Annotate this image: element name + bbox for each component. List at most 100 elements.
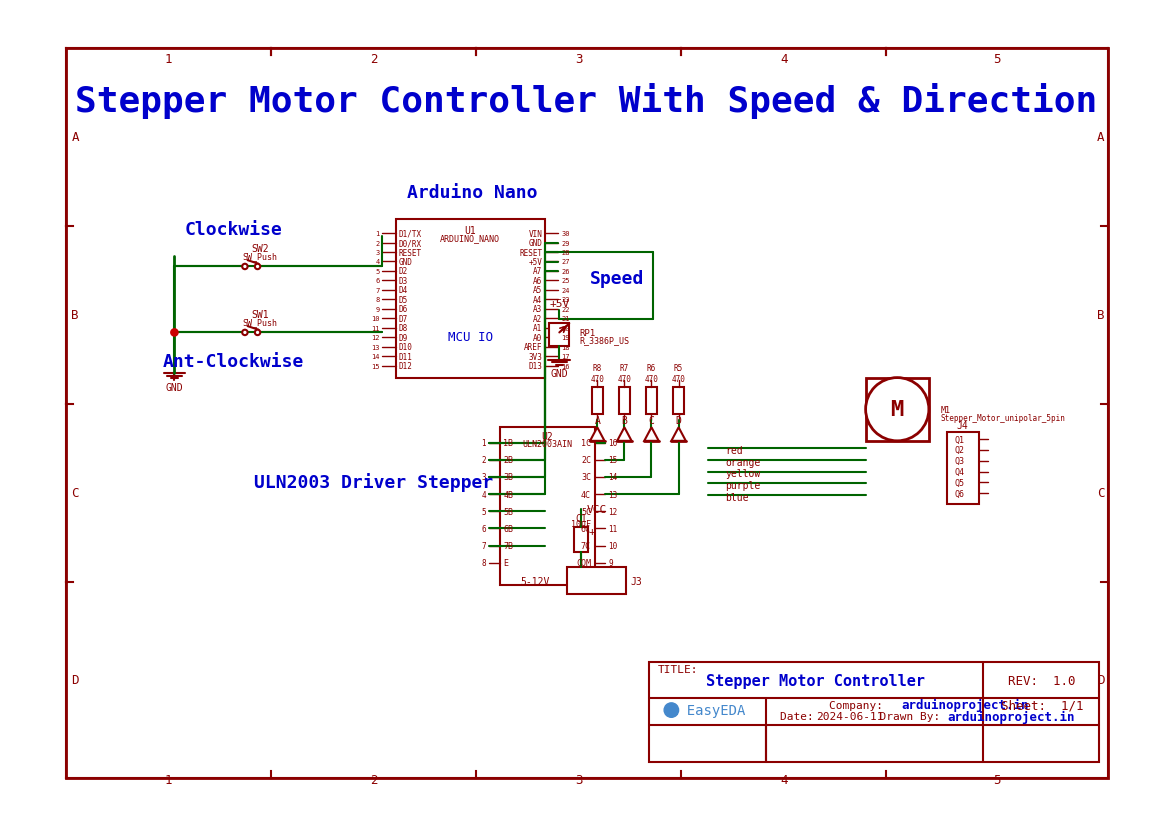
Text: Q3: Q3 [954, 457, 964, 466]
Text: D6: D6 [399, 305, 408, 314]
Text: RESET: RESET [518, 248, 542, 257]
Text: 16: 16 [561, 363, 570, 370]
Text: 28: 28 [561, 250, 570, 256]
Text: A1: A1 [533, 324, 542, 333]
Text: 5: 5 [482, 507, 486, 516]
Circle shape [242, 265, 248, 270]
Text: 2C: 2C [581, 456, 591, 465]
Text: VCC: VCC [588, 504, 608, 514]
Text: 9: 9 [375, 307, 380, 313]
Text: 2: 2 [369, 53, 378, 66]
Text: SW_Push: SW_Push [243, 251, 278, 261]
Text: A3: A3 [533, 305, 542, 314]
Text: R_3386P_US: R_3386P_US [579, 336, 629, 345]
Bar [649, 662, 1099, 762]
Text: R7
470: R7 470 [617, 364, 631, 383]
Polygon shape [617, 428, 631, 442]
Text: 6: 6 [482, 524, 486, 533]
Text: 4: 4 [780, 773, 787, 786]
Text: arduinoproject.in: arduinoproject.in [902, 698, 1029, 711]
Text: 24: 24 [561, 288, 570, 294]
Text: D13: D13 [528, 362, 542, 370]
Text: A: A [595, 415, 601, 426]
Text: Speed: Speed [590, 270, 644, 288]
Text: COM: COM [576, 558, 591, 567]
Text: orange: orange [726, 457, 761, 467]
Text: Q6: Q6 [954, 489, 964, 498]
Text: R6
470: R6 470 [644, 364, 658, 383]
Text: E: E [503, 558, 508, 567]
Text: 4: 4 [482, 490, 486, 499]
Bar [646, 387, 657, 414]
Text: +5V: +5V [549, 299, 569, 308]
Bar [574, 527, 588, 552]
Text: D11: D11 [399, 352, 413, 361]
Text: 25: 25 [561, 278, 570, 284]
Text: 1: 1 [165, 53, 172, 66]
Text: D3: D3 [399, 276, 408, 285]
Text: C: C [649, 415, 655, 426]
Text: REV:  1.0: REV: 1.0 [1008, 674, 1076, 687]
Circle shape [664, 703, 679, 718]
Text: GND: GND [528, 239, 542, 248]
Text: 2024-06-11: 2024-06-11 [816, 711, 883, 721]
Text: 5: 5 [994, 53, 1001, 66]
Text: R5
470: R5 470 [672, 364, 685, 383]
Text: U2: U2 [541, 432, 552, 442]
Text: 21: 21 [561, 316, 570, 322]
Text: 3B: 3B [503, 473, 514, 482]
Text: 1: 1 [165, 773, 172, 786]
Text: J4: J4 [957, 420, 969, 430]
Text: A6: A6 [533, 276, 542, 285]
Text: 1B: 1B [503, 438, 514, 447]
Circle shape [171, 329, 178, 337]
Text: 15: 15 [371, 363, 380, 370]
Text: Q4: Q4 [954, 467, 964, 476]
Text: A: A [1097, 131, 1104, 144]
Text: A5: A5 [533, 286, 542, 295]
Bar [568, 567, 626, 595]
Text: 4: 4 [375, 259, 380, 265]
Text: D10: D10 [399, 343, 413, 352]
Text: 15: 15 [608, 456, 617, 465]
Text: ☁ EasyEDA: ☁ EasyEDA [670, 703, 745, 717]
Text: 12: 12 [371, 335, 380, 341]
Text: red: red [726, 445, 744, 456]
Text: D9: D9 [399, 333, 408, 342]
Text: R8
470: R8 470 [590, 364, 604, 383]
Text: Stepper Motor Controller With Speed & Direction: Stepper Motor Controller With Speed & Di… [75, 83, 1098, 119]
Circle shape [866, 378, 929, 442]
Text: AREF: AREF [523, 343, 542, 352]
Bar [866, 378, 929, 442]
Text: 9: 9 [608, 558, 612, 567]
Text: 11: 11 [608, 524, 617, 533]
Bar [549, 324, 569, 347]
Text: D7: D7 [399, 314, 408, 323]
Text: D5: D5 [399, 295, 408, 304]
Text: A2: A2 [533, 314, 542, 323]
Text: TITLE:: TITLE: [658, 665, 698, 675]
Text: 12: 12 [608, 507, 617, 516]
Text: 6B: 6B [503, 524, 514, 533]
Text: 10: 10 [371, 316, 380, 322]
Text: Q2: Q2 [954, 446, 964, 455]
Text: 5-12V: 5-12V [520, 576, 549, 586]
Text: GND: GND [165, 382, 183, 392]
Text: 13: 13 [371, 345, 380, 351]
Bar [395, 220, 545, 378]
Text: J3: J3 [631, 576, 643, 586]
Text: Stepper_Motor_unipolar_5pin: Stepper_Motor_unipolar_5pin [941, 414, 1065, 423]
Text: 4B: 4B [503, 490, 514, 499]
Text: 26: 26 [561, 269, 570, 275]
Text: RP1: RP1 [579, 328, 596, 337]
Text: 14: 14 [608, 473, 617, 482]
Text: B: B [1097, 309, 1104, 322]
Text: 29: 29 [561, 240, 570, 246]
Text: D0/RX: D0/RX [399, 239, 421, 248]
Text: A0: A0 [533, 333, 542, 342]
Text: 3: 3 [575, 53, 583, 66]
Bar [947, 433, 978, 504]
Text: +5V: +5V [528, 258, 542, 266]
Bar [619, 387, 630, 414]
Text: 27: 27 [561, 259, 570, 265]
